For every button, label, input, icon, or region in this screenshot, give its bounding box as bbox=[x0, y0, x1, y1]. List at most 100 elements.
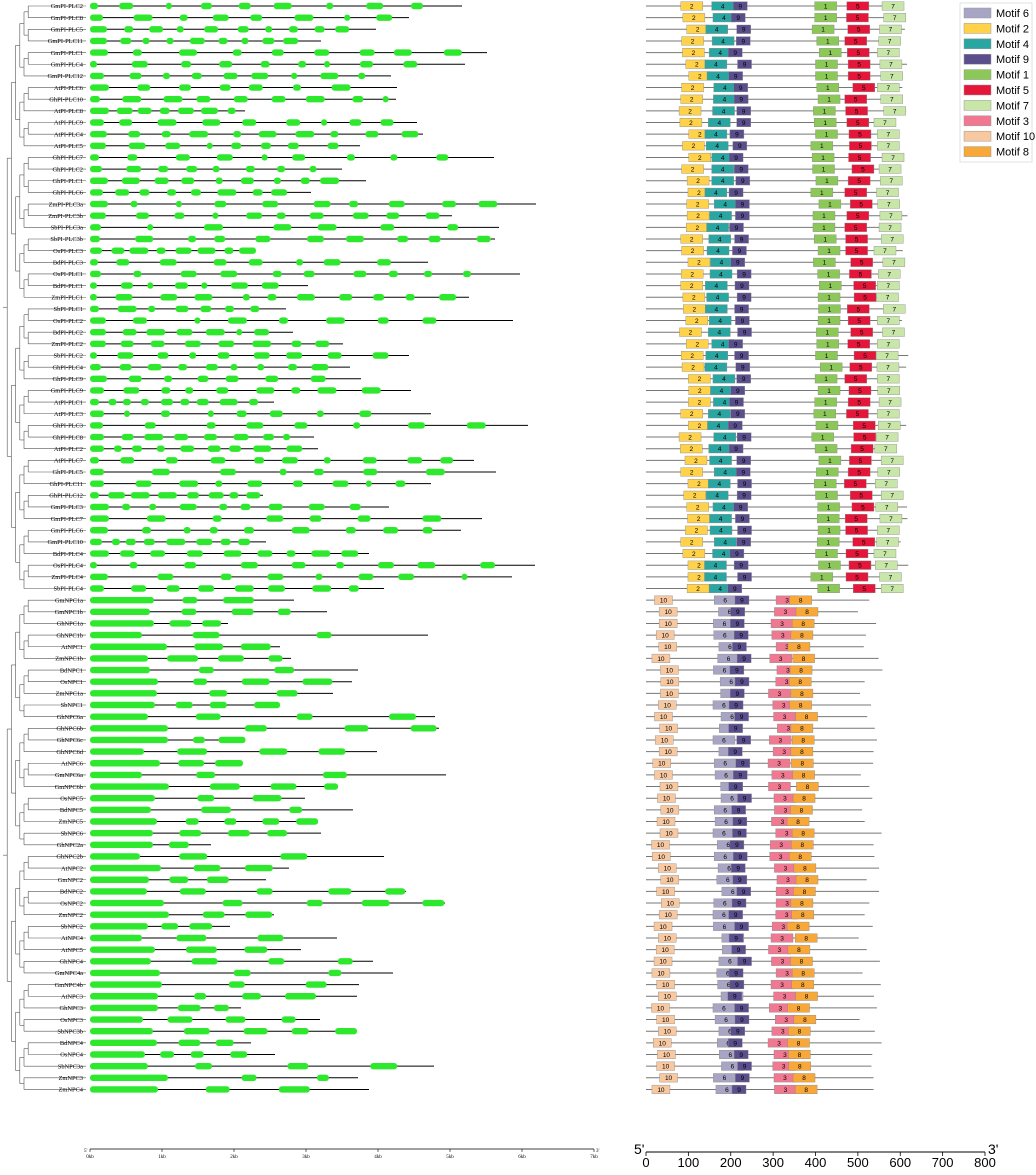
exon-block bbox=[241, 37, 249, 45]
motif-number: 9 bbox=[734, 702, 738, 709]
motif-number: 9 bbox=[739, 1052, 743, 1059]
motif-box bbox=[732, 141, 748, 151]
exon-block bbox=[209, 690, 228, 697]
exon-block bbox=[386, 212, 400, 219]
motif-number: 9 bbox=[737, 947, 741, 954]
motif-number: 2 bbox=[692, 551, 696, 558]
exon-block bbox=[321, 119, 328, 126]
motif-box bbox=[819, 281, 842, 291]
motif-number: 5 bbox=[857, 469, 861, 476]
motif-number: 10 bbox=[657, 656, 665, 663]
motif-number: 10 bbox=[665, 831, 673, 838]
motif-number: 4 bbox=[714, 190, 718, 197]
exon-block bbox=[267, 294, 277, 301]
exon-block bbox=[256, 888, 273, 895]
motif-box bbox=[788, 1026, 811, 1036]
gene-label: OsPI-PLC2 bbox=[53, 318, 83, 325]
motif-box bbox=[793, 863, 817, 873]
motif-number: 4 bbox=[723, 539, 727, 546]
exon-block bbox=[281, 457, 298, 464]
motif-number: 8 bbox=[801, 761, 805, 768]
exon-block bbox=[90, 562, 97, 569]
motif-box bbox=[815, 490, 838, 500]
motif-box bbox=[712, 374, 736, 384]
exon-block bbox=[269, 410, 283, 417]
motif-box bbox=[879, 572, 902, 582]
exon-block bbox=[90, 259, 98, 266]
motif-number: 9 bbox=[738, 3, 742, 10]
motif-number: 1 bbox=[827, 528, 831, 535]
motif-box bbox=[812, 164, 835, 174]
motif-number: 8 bbox=[797, 1005, 801, 1012]
exon-block bbox=[90, 119, 104, 126]
motif-box bbox=[658, 618, 678, 628]
exon-block bbox=[90, 422, 103, 429]
exon-block bbox=[296, 294, 315, 301]
exon-block bbox=[191, 72, 202, 80]
motif-number: 1 bbox=[823, 108, 827, 115]
motif-number: 3 bbox=[780, 982, 784, 989]
exon-block bbox=[231, 142, 242, 149]
motif-box bbox=[657, 793, 676, 803]
exon-block bbox=[291, 527, 310, 534]
exon-block bbox=[90, 165, 102, 173]
exon-block bbox=[407, 457, 423, 464]
motif-number: 9 bbox=[742, 889, 746, 896]
motif-number: 4 bbox=[722, 376, 726, 383]
motif-box bbox=[730, 385, 745, 395]
motif-number: 5 bbox=[861, 167, 865, 174]
motif-number: 2 bbox=[690, 446, 694, 453]
exon-block bbox=[466, 422, 486, 429]
motif-number: 7 bbox=[888, 400, 892, 407]
motif-box bbox=[875, 502, 898, 512]
motif-box bbox=[795, 607, 819, 617]
motif-box bbox=[732, 817, 748, 827]
motif-number: 8 bbox=[801, 831, 805, 838]
motif-box bbox=[729, 222, 744, 232]
motif-number: 4 bbox=[718, 236, 722, 243]
motif-box bbox=[735, 211, 750, 221]
motif-box bbox=[878, 222, 902, 232]
motif-number: 2 bbox=[696, 504, 700, 511]
gene-label: GmPI-PLC3 bbox=[51, 504, 83, 511]
motif-box bbox=[737, 327, 752, 337]
exon-block bbox=[90, 352, 97, 359]
exon-block bbox=[135, 235, 154, 243]
motif-number: 2 bbox=[696, 178, 700, 185]
motif-box bbox=[853, 281, 876, 291]
exon-block bbox=[320, 72, 339, 80]
gene-axis-tick-label: 2kb bbox=[230, 1155, 238, 1160]
motif-number: 10 bbox=[665, 726, 673, 733]
motif-number: 6 bbox=[731, 889, 735, 896]
exon-block bbox=[174, 282, 188, 289]
motif-box bbox=[794, 1084, 818, 1094]
gene-label: AtNPC5 bbox=[61, 947, 83, 954]
motif-box bbox=[681, 164, 704, 174]
exon-block bbox=[90, 969, 160, 977]
motif-number: 9 bbox=[735, 842, 739, 849]
exon-block bbox=[121, 177, 140, 184]
exon-block bbox=[123, 387, 140, 394]
exon-block bbox=[144, 422, 156, 429]
motif-box bbox=[705, 24, 728, 34]
exon-block bbox=[166, 585, 180, 592]
motif-box bbox=[793, 1015, 817, 1025]
exon-block bbox=[219, 468, 236, 476]
motif-box bbox=[708, 327, 731, 337]
motif-box bbox=[878, 36, 901, 46]
motif-number: 9 bbox=[734, 726, 738, 733]
gene-label: GmPI-PLC12 bbox=[47, 73, 83, 80]
motif-number: 4 bbox=[722, 504, 726, 511]
exon-block bbox=[117, 352, 134, 359]
exon-block bbox=[179, 49, 198, 56]
motif-box bbox=[789, 851, 812, 861]
exon-block bbox=[90, 1074, 168, 1081]
motif-number: 4 bbox=[721, 178, 725, 185]
gene-label: SbNPC3b bbox=[57, 1028, 83, 1035]
motif-number: 9 bbox=[740, 714, 744, 721]
motif-number: 9 bbox=[741, 516, 745, 523]
legend-swatch bbox=[963, 100, 992, 111]
motif-number: 1 bbox=[827, 97, 831, 104]
motif-number: 7 bbox=[886, 539, 890, 546]
motif-box bbox=[736, 269, 752, 279]
